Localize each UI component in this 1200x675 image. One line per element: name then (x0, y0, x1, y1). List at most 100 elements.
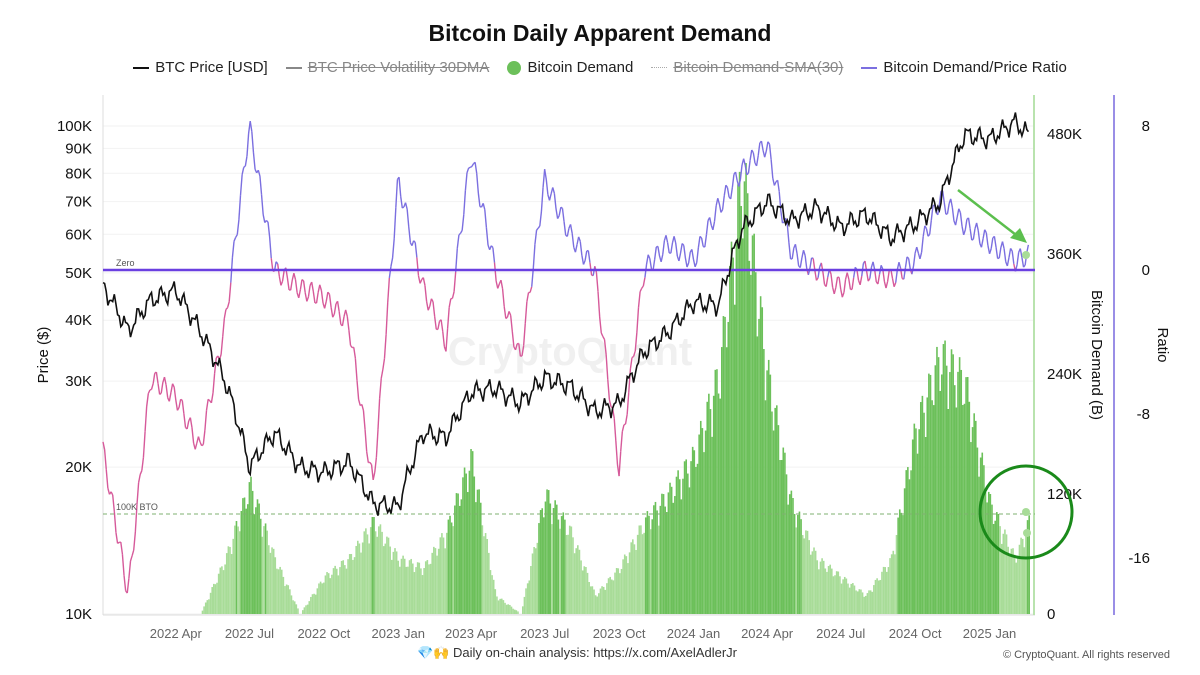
ratio-line-segment (704, 234, 708, 248)
demand-bar (685, 459, 688, 614)
demand-bar (602, 586, 605, 614)
demand-bar (635, 549, 637, 614)
demand-bar (856, 591, 859, 614)
legend-item-btc-price[interactable]: BTC Price [USD] (133, 59, 268, 76)
ratio-line-segment (260, 194, 264, 215)
ratio-line-segment (971, 238, 974, 241)
legend-item-ratio[interactable]: Bitcoin Demand/Price Ratio (861, 59, 1067, 76)
ratio-line-segment (713, 205, 717, 222)
ratio-line-segment (526, 292, 530, 303)
demand-bar (607, 578, 610, 614)
demand-bar (488, 552, 490, 614)
ratio-line-segment (906, 256, 910, 259)
demand-bar (505, 604, 508, 614)
legend-item-volatility[interactable]: BTC Price Volatility 30DMA (285, 59, 489, 76)
ratio-line-segment (747, 160, 751, 174)
ratio-line-segment (395, 179, 399, 208)
ratio-line-segment (755, 155, 759, 167)
ratio-line-segment (336, 301, 340, 312)
ratio-line-segment (717, 198, 721, 205)
footer-link[interactable]: https://x.com/AxelAdlerJr (593, 645, 737, 660)
demand-bar (596, 596, 599, 614)
demand-bar (774, 407, 776, 614)
demand-bar (327, 573, 330, 614)
demand-bar (457, 493, 459, 614)
ratio-line-segment (133, 531, 137, 551)
demand-bar (374, 531, 377, 614)
ratio-line-segment (760, 140, 764, 151)
demand-bar (509, 604, 511, 614)
trend-arrow (957, 189, 1021, 239)
demand-bar (568, 525, 571, 614)
demand-bar (1007, 546, 1009, 614)
ratio-line-segment (720, 209, 724, 213)
ratio-line-segment (147, 389, 151, 394)
demand-bar (344, 565, 346, 614)
demand-bar (902, 515, 904, 614)
x-tick-label: 2024 Jan (667, 626, 721, 641)
demand-bar (319, 581, 322, 614)
demand-bar (382, 546, 385, 614)
ratio-line-segment (463, 190, 467, 215)
demand-bar (701, 428, 704, 614)
ratio-line-segment (183, 413, 187, 428)
ratio-line-segment (780, 210, 784, 224)
legend-item-demand[interactable]: Bitcoin Demand (507, 59, 633, 76)
demand-bar (826, 571, 828, 614)
demand-bar (974, 420, 977, 614)
demand-bar (531, 553, 534, 614)
ratio-line-segment (440, 319, 444, 332)
demand-bar (572, 537, 574, 614)
demand-bar (827, 566, 830, 614)
ratio-line-segment (180, 398, 183, 401)
ratio-line-segment (796, 253, 800, 267)
demand-bar (627, 563, 629, 614)
demand-bar (911, 439, 914, 614)
demand-bar (525, 588, 527, 614)
demand-bar (926, 397, 929, 614)
demand-bar (615, 568, 618, 614)
ratio-line-segment (349, 344, 353, 349)
ratio-line-segment (980, 238, 984, 248)
legend-item-demand-sma[interactable]: Bitcoin Demand-SMA(30) (651, 59, 843, 76)
copyright: © CryptoQuant. All rights reserved (1002, 649, 1170, 661)
demand-bar (575, 548, 577, 614)
ratio-line-segment (159, 392, 162, 395)
ratio-line-segment (873, 269, 878, 283)
ratio-line-segment (466, 167, 470, 173)
demand-bar (787, 504, 789, 614)
demand-bar (604, 589, 607, 614)
demand-bar (895, 535, 898, 614)
demand-bar (483, 536, 485, 614)
ratio-line-segment (107, 487, 111, 495)
ratio-line-segment (687, 252, 691, 264)
demand-bar (858, 589, 861, 614)
ratio-line-segment (259, 176, 263, 195)
chart-title: Bitcoin Daily Apparent Demand (428, 20, 772, 46)
ratio-line-segment (618, 451, 622, 477)
demand-bar (811, 551, 814, 614)
ratio-line-segment (1021, 257, 1025, 268)
ratio-line-segment (210, 392, 214, 403)
demand-bar (588, 582, 590, 614)
demand-bar (567, 534, 569, 614)
demand-bar (318, 583, 320, 614)
ratio-line-segment (624, 414, 628, 425)
demand-bar (211, 587, 213, 614)
demand-bar (850, 583, 853, 614)
demand-bar (638, 525, 641, 614)
demand-bar (874, 579, 877, 614)
ratio-line-segment (619, 431, 624, 452)
ratio-line-segment (243, 165, 246, 168)
ratio-line-segment (587, 250, 591, 263)
ratio-line-segment (681, 243, 685, 246)
demand-bar (958, 357, 961, 614)
ratio-line-segment (168, 392, 172, 402)
demand-bar (407, 566, 409, 614)
demand-bar (463, 467, 466, 614)
demand-bar (289, 589, 291, 614)
ratio-line-segment (817, 266, 821, 278)
ratio-line-segment (163, 376, 167, 386)
ratio-line-segment (647, 254, 651, 259)
ratio-line-segment (705, 220, 709, 235)
